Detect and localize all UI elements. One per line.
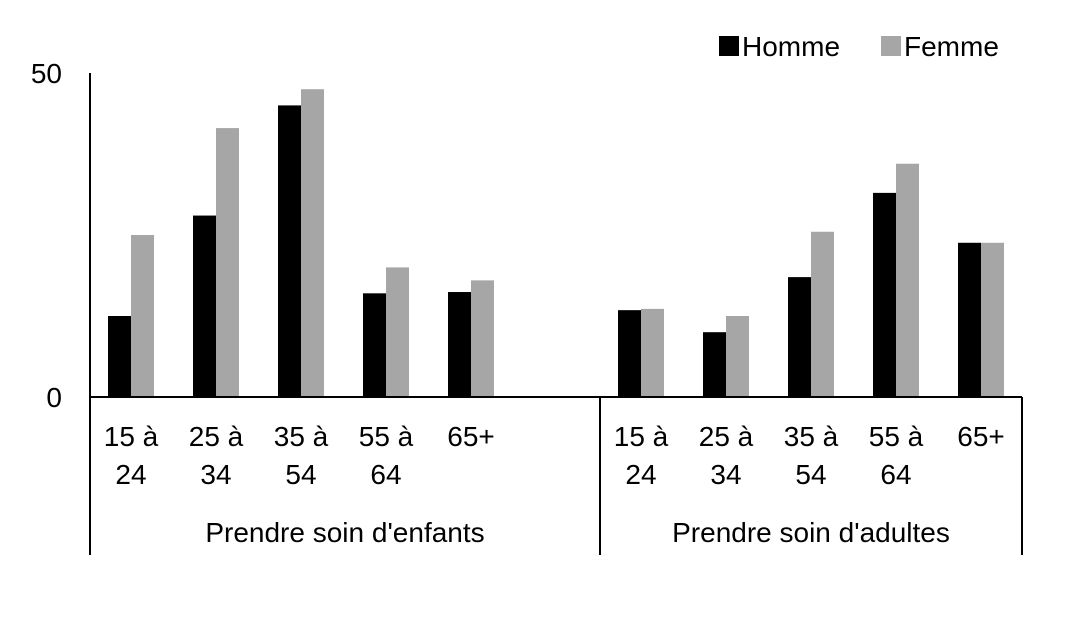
axes-layer [89,73,1023,555]
x-tick-label: 35 à [784,421,839,452]
legend-swatch-femme [881,36,901,56]
legend-label-femme: Femme [904,31,999,62]
x-tick-label: 64 [370,459,401,490]
x-tick-label: 54 [285,459,316,490]
x-tick-label: 34 [200,459,231,490]
x-tick-label: 25 à [699,421,754,452]
x-tick-label: 35 à [274,421,329,452]
bar-femme-g1-c1 [726,316,749,397]
group-label: Prendre soin d'enfants [205,517,484,548]
group-label: Prendre soin d'adultes [672,517,950,548]
x-tick-label: 54 [795,459,826,490]
bar-femme-g0-c1 [216,128,239,397]
bar-femme-g1-c4 [981,242,1004,397]
x-tick-label: 64 [880,459,911,490]
bar-homme-g0-c1 [193,215,216,397]
bar-femme-g0-c3 [386,267,409,397]
y-tick-label: 0 [46,382,62,413]
bar-femme-g0-c2 [301,89,324,397]
bar-homme-g0-c4 [448,292,471,397]
bar-homme-g1-c2 [788,277,811,397]
bar-femme-g1-c3 [896,163,919,397]
bar-femme-g0-c4 [471,280,494,397]
bar-homme-g0-c0 [108,316,131,397]
bar-homme-g1-c0 [618,310,641,397]
bar-homme-g0-c2 [278,105,301,398]
x-tick-label: 55 à [359,421,414,452]
x-tick-label: 55 à [869,421,924,452]
bar-homme-g1-c3 [873,192,896,397]
x-tick-label: 25 à [189,421,244,452]
bar-homme-g1-c4 [958,242,981,397]
x-tick-label: 65+ [447,421,495,452]
bars-layer [108,89,1004,398]
bar-homme-g1-c1 [703,332,726,397]
y-tick-label: 50 [31,58,62,89]
x-tick-label: 65+ [957,421,1005,452]
labels-layer: 0 50 15 à 24 25 à 34 35 à 54 55 à 64 65+ Prendre so… [31,58,1005,548]
bar-homme-g0-c3 [363,293,386,397]
legend: Homme Femme [719,31,999,62]
x-tick-label: 15 à [614,421,669,452]
x-tick-label: 15 à [104,421,159,452]
bar-femme-g1-c0 [641,308,664,397]
x-tick-label: 24 [625,459,656,490]
x-tick-label: 24 [115,459,146,490]
x-tick-label: 34 [710,459,741,490]
legend-swatch-homme [719,36,739,56]
bar-femme-g1-c2 [811,231,834,397]
legend-label-homme: Homme [742,31,840,62]
bar-femme-g0-c0 [131,235,154,397]
